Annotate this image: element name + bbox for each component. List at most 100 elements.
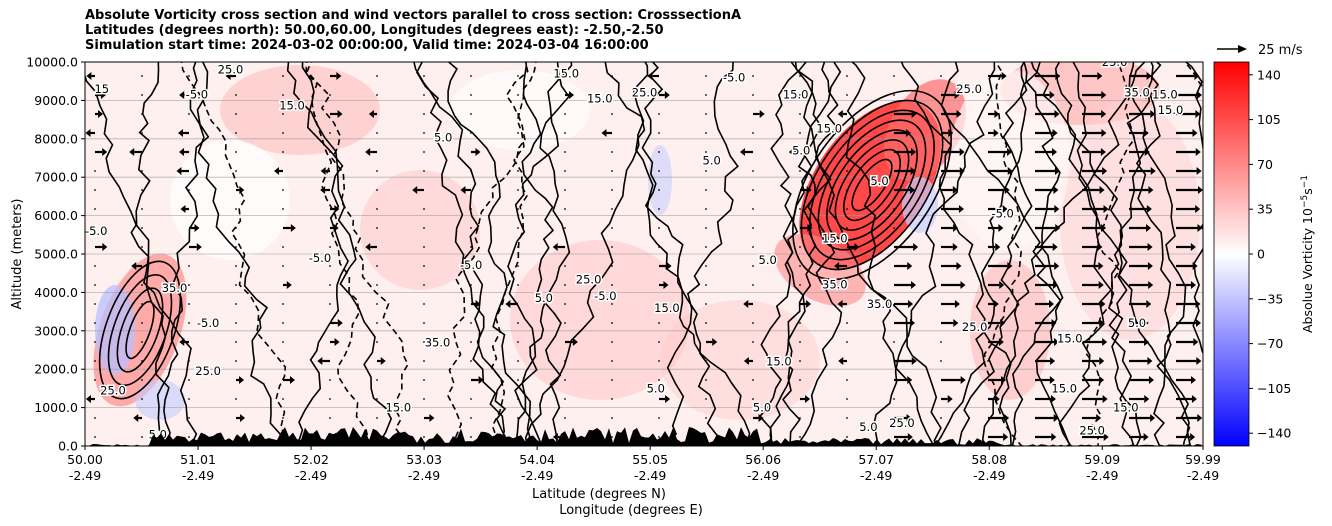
wind-vector	[752, 75, 754, 77]
contour-label: 5.0	[792, 143, 810, 157]
wind-vector-head	[1050, 357, 1056, 365]
wind-vector	[235, 170, 237, 172]
contour-label: -5.0	[309, 251, 331, 265]
contour-line	[306, 62, 409, 446]
wind-vector	[658, 322, 660, 324]
wind-vector-head	[954, 91, 960, 99]
wind-vector-head	[1195, 300, 1201, 308]
wind-vector-head	[176, 167, 182, 175]
x-tick-label-longitude: -2.49	[1086, 468, 1118, 483]
contour-label: 15	[94, 82, 109, 96]
wind-vector-head	[333, 224, 339, 232]
quiver-key-arrowhead-icon	[1238, 45, 1247, 53]
wind-vector	[376, 94, 378, 96]
wind-vector	[94, 341, 96, 343]
wind-vector-head	[1099, 376, 1105, 384]
wind-vector-head	[743, 300, 749, 308]
wind-vector-head	[952, 186, 958, 194]
wind-vector-head	[1148, 186, 1154, 194]
contour-line	[415, 62, 511, 446]
contour-lines	[85, 62, 1203, 446]
contour-label: 35.0	[425, 335, 451, 349]
x-tick-label-latitude: 58.08	[971, 452, 1007, 467]
wind-vector	[893, 75, 895, 77]
wind-vector-head	[995, 243, 1001, 251]
wind-vector-head	[907, 376, 913, 384]
wind-vector-head	[806, 300, 812, 308]
wind-vector-head	[1102, 167, 1108, 175]
contour-label: 35.0	[822, 278, 848, 292]
wind-vector	[752, 265, 754, 267]
wind-vector	[329, 151, 331, 153]
y-axis: 0.0 1000.0 2000.0 3000.0 4000.0 5000.0 6000.0 7…	[26, 55, 85, 454]
contour-label: 25.0	[956, 82, 982, 96]
wind-vector	[141, 132, 143, 134]
contour-label: 5.0	[434, 131, 452, 145]
wind-vector-head	[959, 167, 965, 175]
wind-vector	[423, 303, 425, 305]
wind-vector	[282, 322, 284, 324]
wind-vector-head	[334, 338, 340, 346]
wind-vector-head	[1144, 395, 1150, 403]
wind-vector-head	[569, 91, 575, 99]
wind-vector-head	[911, 357, 917, 365]
wind-vector	[141, 398, 143, 400]
contour-line	[189, 62, 292, 446]
wind-vector-head	[911, 281, 917, 289]
wind-vector	[282, 208, 284, 210]
contour-label: -5.0	[85, 224, 107, 238]
wind-vector-head	[954, 300, 960, 308]
wind-vector	[940, 75, 942, 77]
wind-vector	[517, 208, 519, 210]
quiver-key-label: 25 m/s	[1258, 43, 1303, 58]
wind-vector	[658, 436, 660, 438]
wind-vector-head	[475, 300, 481, 308]
wind-vector-head	[837, 110, 843, 118]
wind-vector-head	[1100, 148, 1106, 156]
wind-vector-head	[239, 186, 245, 194]
contour-line	[507, 62, 573, 446]
wind-vector	[329, 398, 331, 400]
y-tick-label: 3000.0	[34, 323, 78, 338]
wind-vector	[611, 436, 613, 438]
wind-vector-head	[1195, 205, 1201, 213]
wind-vector-head	[475, 148, 481, 156]
wind-vector	[658, 208, 660, 210]
wind-vector-head	[1144, 338, 1150, 346]
wind-vector	[470, 322, 472, 324]
wind-vector	[893, 227, 895, 229]
wind-vector-head	[320, 167, 326, 175]
wind-vector	[235, 94, 237, 96]
wind-vector	[376, 189, 378, 191]
wind-vector-head	[1054, 205, 1060, 213]
wind-vector-head	[1007, 167, 1013, 175]
wind-vector-head	[1053, 414, 1059, 422]
x-tick-label-longitude: -2.49	[634, 468, 666, 483]
wind-vector	[564, 151, 566, 153]
wind-vector	[188, 360, 190, 362]
wind-vector	[799, 284, 801, 286]
contour-label: 15.0	[1051, 381, 1077, 395]
wind-vector	[846, 322, 848, 324]
x-tick-label-longitude: -2.49	[1187, 468, 1219, 483]
wind-vector	[423, 284, 425, 286]
contour-label: 15.0	[553, 67, 579, 81]
contour-line	[446, 62, 529, 446]
wind-vector-head	[906, 414, 912, 422]
y-tick-label: 4000.0	[34, 285, 78, 300]
wind-vector	[376, 227, 378, 229]
wind-vector-head	[1055, 224, 1061, 232]
wind-vector	[799, 132, 801, 134]
wind-vector	[752, 284, 754, 286]
wind-vector	[799, 94, 801, 96]
wind-vector-head	[1148, 376, 1154, 384]
wind-vector	[658, 303, 660, 305]
wind-vector	[705, 227, 707, 229]
wind-vector	[94, 284, 96, 286]
x-tick-label-longitude: -2.49	[408, 468, 440, 483]
wind-vector-head	[1192, 129, 1198, 137]
wind-vector	[329, 303, 331, 305]
contour-label: 15.0	[816, 121, 842, 135]
wind-vector	[423, 227, 425, 229]
x-tick-label-longitude: -2.49	[182, 468, 214, 483]
